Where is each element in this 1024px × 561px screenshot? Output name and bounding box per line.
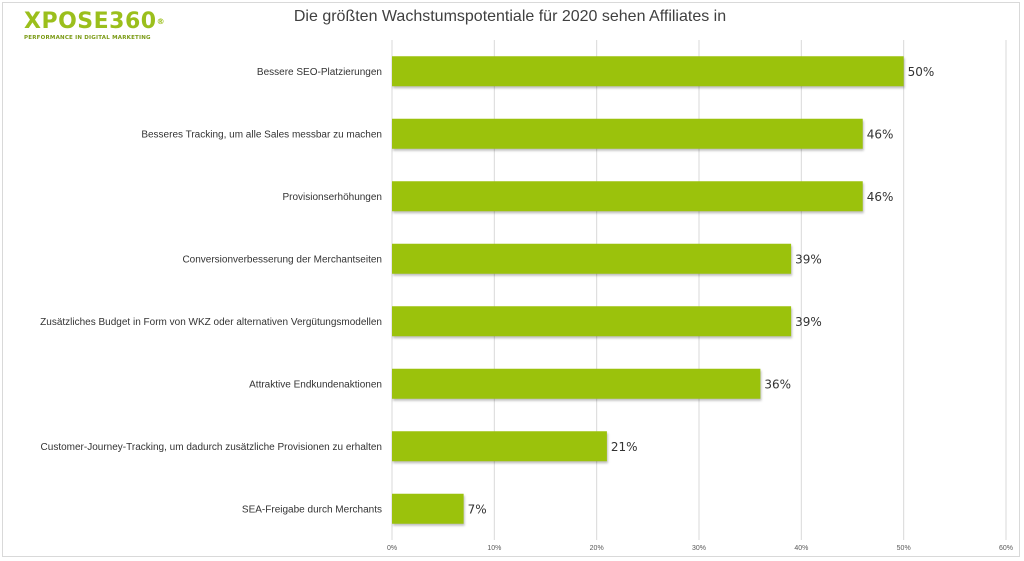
gridlines xyxy=(391,40,1007,540)
bar xyxy=(392,243,792,274)
value-label: 36% xyxy=(764,377,791,391)
category-label: Bessere SEO-Platzierungen xyxy=(257,67,382,78)
logo-tagline: PERFORMANCE IN DIGITAL MARKETING xyxy=(24,35,151,41)
bar xyxy=(392,431,607,462)
value-label: 50% xyxy=(908,65,935,79)
bar xyxy=(392,181,863,212)
xpose360-logo: XPOSE360® PERFORMANCE IN DIGITAL MARKETI… xyxy=(24,9,166,42)
bar xyxy=(392,493,464,524)
value-label: 39% xyxy=(795,252,822,266)
x-tick-label: 20% xyxy=(590,545,604,552)
category-label: Attraktive Endkundenaktionen xyxy=(249,379,382,390)
category-label: SEA-Freigabe durch Merchants xyxy=(242,504,382,515)
x-tick-label: 60% xyxy=(999,545,1013,552)
bar xyxy=(392,306,792,337)
value-label: 7% xyxy=(468,502,487,516)
x-tick-label: 40% xyxy=(794,545,808,552)
bar xyxy=(392,368,761,399)
bar xyxy=(392,56,904,87)
x-tick-label: 30% xyxy=(692,545,706,552)
x-tick-label: 10% xyxy=(487,545,501,552)
x-tick-label: 50% xyxy=(897,545,911,552)
category-label: Customer-Journey-Tracking, um dadurch zu… xyxy=(41,442,382,453)
category-label: Zusätzliches Budget in Form von WKZ oder… xyxy=(40,317,382,328)
value-label: 39% xyxy=(795,315,822,329)
category-label: Provisionserhöhungen xyxy=(282,192,382,203)
category-label: Besseres Tracking, um alle Sales messbar… xyxy=(141,129,382,140)
bar xyxy=(392,118,863,149)
value-labels: 50% 46% 46% 39% 39% 36% 21% 7% xyxy=(468,65,935,517)
x-axis-tick-labels: 0% 10% 20% 30% 40% 50% 60% xyxy=(387,545,1013,552)
logo-wordmark: XPOSE360® xyxy=(24,9,166,34)
category-label: Conversionverbesserung der Merchantseite… xyxy=(182,254,382,265)
chart-title: Die größten Wachstumspotentiale für 2020… xyxy=(293,8,727,25)
x-tick-label: 0% xyxy=(387,545,397,552)
category-labels: Bessere SEO-Platzierungen Besseres Tracki… xyxy=(40,67,382,516)
value-label: 46% xyxy=(867,127,894,141)
value-label: 46% xyxy=(867,190,894,204)
bars xyxy=(392,56,904,524)
value-label: 21% xyxy=(611,440,638,454)
